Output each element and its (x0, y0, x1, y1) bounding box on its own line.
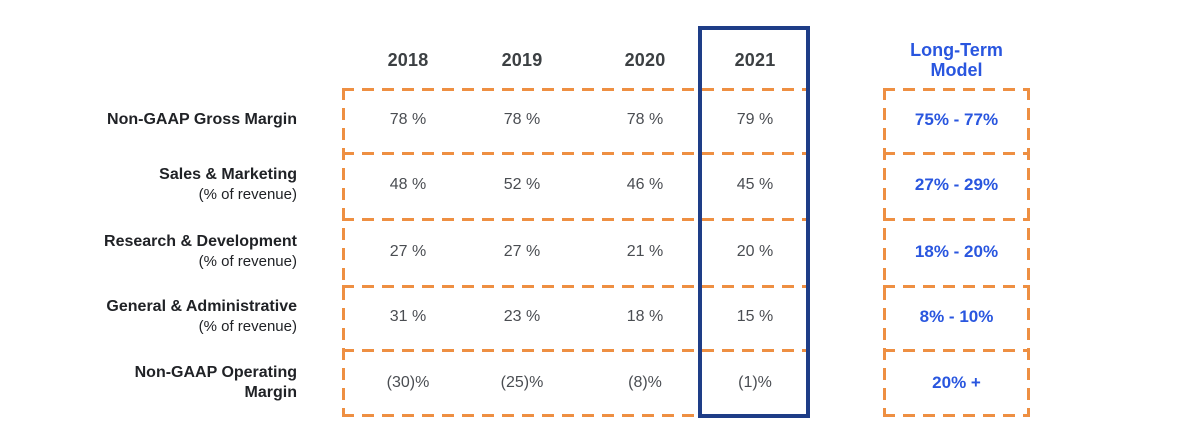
column-header-2020: 2020 (624, 50, 666, 70)
long-term-value-cell: 18% - 20% (914, 241, 999, 261)
row-label-gross-margin: Non-GAAP Gross Margin (92, 88, 297, 152)
row-label-text: Non-GAAP Gross Margin (107, 111, 297, 128)
column-header-long-term-model: Long-Term Model (883, 40, 1030, 80)
row-sublabel-text: (% of revenue) (198, 252, 297, 270)
value-cell: 15 % (736, 308, 774, 325)
value-cell: 78 % (503, 111, 541, 128)
row-label-sales-marketing: Sales & Marketing (% of revenue) (92, 152, 297, 218)
column-header-2019: 2019 (501, 50, 543, 70)
row-label-text: Research & Development (104, 232, 297, 250)
row-divider (883, 218, 1030, 221)
row-divider (883, 349, 1030, 352)
row-divider (342, 152, 810, 155)
row-divider (883, 152, 1030, 155)
row-label-text: Non-GAAP Operating Margin (134, 364, 297, 401)
value-cell: (8)% (628, 374, 662, 391)
value-cell: 20 % (736, 242, 774, 260)
column-header-2021: 2021 (734, 50, 776, 70)
value-cell: 52 % (503, 176, 541, 193)
long-term-value-cell: 75% - 77% (914, 110, 999, 129)
value-cell: (1)% (738, 374, 772, 391)
highlight-box-2021 (698, 26, 810, 418)
value-cell: 27 % (389, 242, 427, 260)
value-cell: 78 % (626, 111, 664, 128)
row-label-general-administrative: General & Administrative (% of revenue) (92, 285, 297, 349)
row-label-text: General & Administrative (106, 298, 297, 315)
value-cell: 79 % (736, 111, 774, 128)
column-header-2018: 2018 (387, 50, 429, 70)
value-cell: 48 % (389, 176, 427, 193)
long-term-header-line1: Long-Term (910, 40, 1003, 60)
long-term-value-cell: 8% - 10% (919, 307, 994, 326)
row-sublabel-text: (% of revenue) (198, 318, 297, 335)
value-cell: 23 % (503, 308, 541, 325)
long-term-model-box (883, 88, 1030, 417)
value-cell: 46 % (626, 176, 664, 193)
row-sublabel-text: (% of revenue) (198, 186, 297, 203)
long-term-header-line2: Model (930, 60, 983, 80)
value-cell: (30)% (386, 374, 430, 391)
value-cell: (25)% (500, 374, 544, 391)
row-divider (883, 285, 1030, 288)
row-label-operating-margin: Non-GAAP Operating Margin (92, 349, 297, 417)
value-cell: 21 % (626, 242, 664, 260)
value-cell: 78 % (389, 111, 427, 128)
row-label-research-development: Research & Development (% of revenue) (92, 218, 297, 285)
value-cell: 18 % (626, 308, 664, 325)
long-term-value-cell: 27% - 29% (914, 175, 999, 194)
value-cell: 45 % (736, 176, 774, 193)
row-label-text: Sales & Marketing (159, 166, 297, 183)
historical-values-box (342, 88, 810, 417)
value-cell: 27 % (503, 242, 541, 260)
value-cell: 31 % (389, 308, 427, 325)
row-divider (342, 218, 810, 221)
long-term-value-cell: 20% + (932, 373, 981, 392)
row-divider (342, 285, 810, 288)
row-divider (342, 349, 810, 352)
